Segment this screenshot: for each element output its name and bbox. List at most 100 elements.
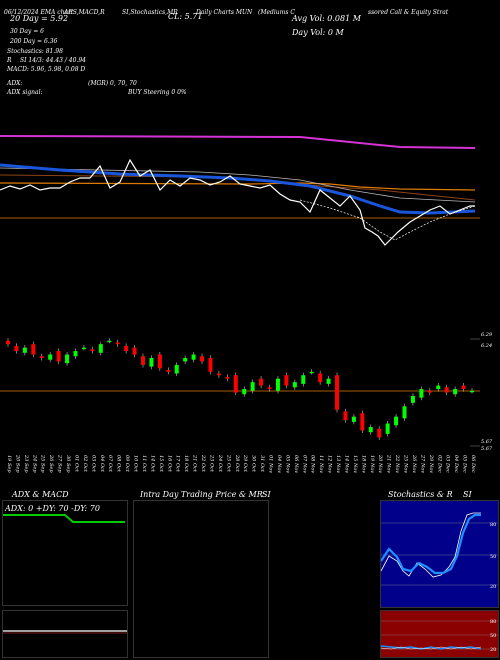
candle-body [6,340,10,345]
x-date-label: 14 Oct [149,455,155,473]
stoch-si: SI [463,490,472,499]
stoch-label: SI,Stochastics,MR [122,9,178,16]
candle-body [132,347,137,355]
intra-title: Intra Day Trading Price & MR [140,490,263,499]
candle-body [191,354,196,360]
adx-plus-line [3,514,125,523]
candle-body [115,342,120,345]
candle-body [318,373,323,383]
candle-body [309,371,314,374]
adx-values: ADX: 0 +DY: 70 -DY: 70 [5,504,100,513]
si-value: SI 14/3: 44.43 / 40.94 [20,57,86,64]
x-date-label: 27 Nov [419,454,425,473]
x-date-label: 12 Nov [327,455,333,473]
close-label: CL: 5.71 [168,12,203,21]
si-axis-50: 50 [490,633,496,639]
candle-body [157,354,162,369]
x-date-label: 30 Oct [251,455,257,473]
x-date-label: 17 Oct [175,455,181,473]
x-date-label: 03 Oct [90,455,96,473]
adx-title: ADX & MACD [12,490,69,499]
x-date-label: 02 Oct [82,455,88,473]
si-panel: 80 50 20 [380,610,499,658]
stochastics-value: Stochastics: 81.98 [7,48,63,55]
x-date-label: 22 Nov [394,454,400,473]
x-date-label: 02 Dec [436,455,442,473]
adx-line: ADX: [7,80,23,87]
x-date-label: 25 Oct [225,454,231,473]
candle-body [166,370,171,372]
candle-body [368,427,373,433]
candle-body [31,344,36,355]
macd-panel [2,610,128,658]
candle-body [48,354,53,360]
si-axis-20: 20 [490,647,496,653]
candle-body [174,364,179,374]
x-date-label: 24 Sep [31,454,37,473]
x-date-label: 23 Sep [23,454,29,473]
x-date-label: 14 Nov [343,455,349,473]
ma-blue-line [0,163,476,215]
si-lines: 80 50 20 [381,619,498,653]
candle-body [335,375,340,410]
stochastics-panel: 80 50 20 [380,500,499,608]
candle-body [250,382,255,391]
price-right-label-3: 5.67 [481,439,493,445]
candle-body [22,347,27,353]
candle-body [275,378,280,391]
adx-lines [3,514,125,523]
si-line-2 [381,646,482,650]
candle-body [124,345,129,352]
candle-body [402,406,407,419]
price-line [0,158,475,246]
company-label: (Mediums C [258,9,295,16]
ma200-line [0,135,476,149]
candle-body [259,378,264,386]
x-date-label: 26 Nov [411,454,417,473]
company-label-2: ssored Call & Equity Strat [368,9,449,16]
date-line: 06/12/2024 EMA chart [4,9,74,16]
x-date-label: 08 Nov [310,455,316,473]
x-date-label: 30 Sep [65,455,71,473]
candle-body [292,382,297,388]
candle-body [461,385,466,390]
buy-line: BUY Steering 0 0% [128,89,187,96]
x-date-label: 10 Oct [133,455,139,473]
stochastics-lines: 80 50 20 [381,512,498,590]
avg-volume: Avg Vol: 0.081 M [292,14,361,23]
x-date-label: 05 Nov [284,455,290,473]
ma-grey-line [0,167,476,203]
x-date-label: 21 Nov [386,454,392,473]
x-date-label: 16 Oct [166,455,172,473]
stoch-d-line [381,513,481,575]
ma-orange-line [0,182,476,191]
candle-body [242,389,247,395]
x-date-label: 09 Oct [124,455,130,473]
x-date-label: 20 Nov [377,454,383,473]
stoch-axis-50: 50 [490,554,496,560]
candle-body [216,373,221,376]
x-date-label: 04 Dec [453,455,459,473]
macd-value: MACD: 5.96, 5.98, 0.08 D [7,66,86,73]
candle-body [225,376,230,379]
x-date-label: 25 Sep [40,454,46,473]
stoch-axis-80: 80 [490,522,496,528]
stoch-k-line [381,512,481,578]
x-date-label: 20 Sep [14,454,20,473]
candle-body [385,423,390,434]
x-date-label: 19 Nov [369,455,375,473]
x-date-label: 31 Oct [259,455,265,473]
candle-body [284,375,289,386]
candle-body [208,357,213,372]
si-line [381,645,482,650]
candle-body [360,413,365,431]
price-right-label-4: 5.67 [481,446,493,452]
x-date-label: 15 Nov [352,455,358,473]
candle-body [267,387,272,390]
x-date-label: 18 Nov [360,455,366,473]
candle-body [183,357,188,362]
candle-body [107,340,112,343]
x-date-label: 29 Oct [242,454,248,473]
candle-body [200,356,205,362]
candle-body [419,389,424,398]
